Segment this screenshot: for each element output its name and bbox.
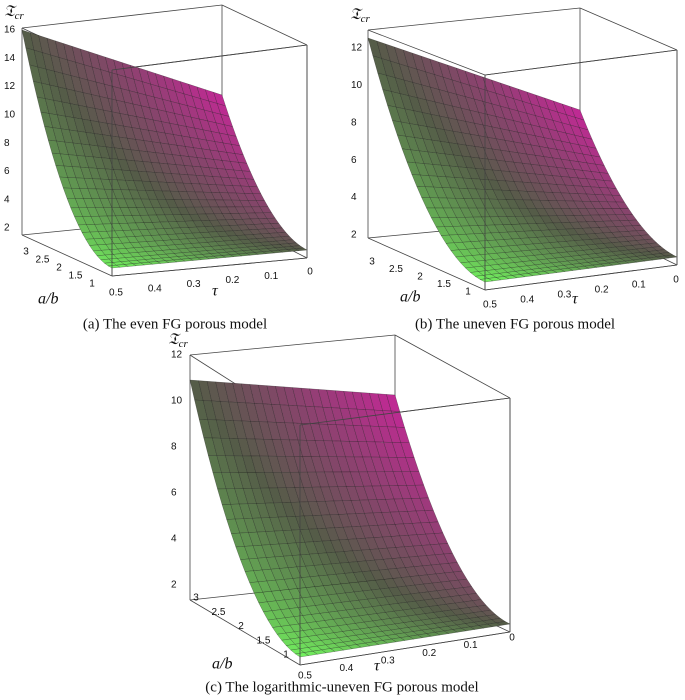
z-tick-label: 12	[4, 81, 16, 92]
tau-tick-label: 0.2	[595, 285, 609, 296]
z-tick-label: 4	[171, 534, 177, 545]
tau-tick-label: 0.3	[381, 655, 395, 666]
box-edge	[579, 7, 678, 51]
ab-tick-label: 2	[417, 272, 423, 283]
z-tick-label: 6	[4, 166, 10, 177]
z-tick-label: 8	[351, 117, 357, 128]
z-axis-label: 𝔗cr	[4, 3, 24, 22]
ab-tick-label: 2.5	[36, 255, 50, 266]
tau-axis-label: τ	[374, 658, 381, 675]
z-tick-label: 6	[171, 488, 177, 499]
panel: 12 10 8 6 4 2 3 2.5 2 1.5 1 0.5 0.4 0.3 0.2 0.1 0 𝔗cr a/b τ…	[168, 331, 515, 696]
tau-tick-label: 0.2	[225, 275, 239, 286]
ab-tick-label: 3	[193, 593, 199, 604]
z-tick-label: 16	[4, 25, 16, 36]
z-tick-label: 10	[171, 396, 183, 407]
ab-tick-label: 2.5	[212, 607, 226, 618]
z-tick-label: 2	[4, 223, 10, 234]
z-tick-label: 2	[171, 580, 177, 591]
ab-axis-label: a/b	[212, 656, 232, 673]
z-symbol: 𝔗	[350, 6, 363, 23]
z-axis-label: 𝔗cr	[350, 6, 370, 25]
z-subscript: cr	[179, 338, 189, 350]
ab-axis-label: a/b	[400, 289, 420, 306]
ab-tick-label: 1	[283, 650, 289, 661]
tau-tick-label: 0.1	[464, 640, 478, 651]
tau-tick-label: 0.3	[557, 290, 571, 301]
ab-tick-label: 3	[23, 247, 29, 258]
z-tick-label: 10	[4, 109, 16, 120]
z-tick-label: 8	[4, 138, 10, 149]
tau-tick-label: 0.5	[298, 671, 312, 682]
z-tick-label: 8	[171, 442, 177, 453]
caption: (a) The even FG porous model	[83, 316, 267, 332]
caption: (b) The uneven FG porous model	[415, 316, 615, 332]
z-axis-label: 𝔗cr	[168, 331, 188, 350]
box-edge	[299, 631, 511, 666]
z-tick-label: 14	[4, 53, 16, 64]
box-edge	[484, 264, 678, 291]
ab-tick-label: 2	[56, 263, 62, 274]
box-edge	[394, 334, 511, 399]
box-edge	[21, 4, 223, 29]
z-tick-label: 12	[171, 350, 183, 361]
tau-tick-label: 0	[673, 275, 679, 286]
tau-tick-label: 0.1	[632, 280, 646, 291]
z-tick-label: 12	[351, 43, 363, 54]
box-edge	[484, 49, 678, 76]
z-tick-label: 4	[351, 192, 357, 203]
panel: 16 14 12 10 8 6 4 2 3 2.5 2 1.5 1 0.5 0.4 0.3 0.2 0.1 0 𝔗cr…	[4, 3, 313, 333]
box-edge	[111, 257, 308, 277]
caption: (c) The logarithmic-uneven FG porous mod…	[205, 679, 478, 695]
box-edge	[367, 7, 581, 31]
ab-tick-label: 1.5	[257, 635, 271, 646]
tau-tick-label: 0.2	[422, 648, 436, 659]
ab-tick-label: 1.5	[437, 279, 451, 290]
box-edge	[221, 4, 308, 46]
ab-tick-label: 2	[238, 621, 244, 632]
tau-axis-label: τ	[572, 291, 579, 308]
tau-tick-label: 0.4	[520, 295, 534, 306]
tau-tick-label: 0.1	[264, 271, 278, 282]
ab-tick-label: 1	[465, 287, 471, 298]
box-edge	[299, 397, 511, 426]
z-tick-label: 10	[351, 80, 363, 91]
tau-tick-label: 0	[307, 267, 313, 278]
box-edge	[189, 599, 301, 666]
z-symbol: 𝔗	[4, 3, 17, 20]
ab-axis-label: a/b	[38, 291, 58, 308]
tau-axis-label: τ	[212, 283, 219, 300]
tau-tick-label: 0.5	[109, 288, 123, 299]
tau-tick-label: 0	[509, 633, 515, 644]
tau-tick-label: 0.4	[148, 283, 162, 294]
box-edge	[111, 44, 308, 71]
tau-tick-label: 0.3	[187, 279, 201, 290]
z-tick-label: 4	[4, 194, 10, 205]
ab-tick-label: 2.5	[389, 264, 403, 275]
tau-tick-label: 0.4	[339, 663, 353, 674]
box-edge	[367, 29, 486, 76]
tau-tick-label: 0.5	[483, 300, 497, 311]
ab-tick-label: 1.5	[69, 271, 83, 282]
z-subscript: cr	[15, 10, 25, 22]
panel: 12 10 8 6 4 2 3 2.5 2 1.5 1 0.5 0.4 0.3 0.2 0.1 0 𝔗cr a/b τ…	[350, 6, 679, 333]
z-tick-label: 6	[351, 155, 357, 166]
z-symbol: 𝔗	[168, 331, 181, 348]
ab-tick-label: 3	[369, 257, 375, 268]
box-edge	[367, 237, 486, 291]
z-subscript: cr	[361, 13, 371, 25]
box-edge	[21, 234, 113, 277]
z-tick-label: 2	[351, 230, 357, 241]
box-edge	[189, 334, 396, 356]
ab-tick-label: 1	[89, 279, 95, 290]
